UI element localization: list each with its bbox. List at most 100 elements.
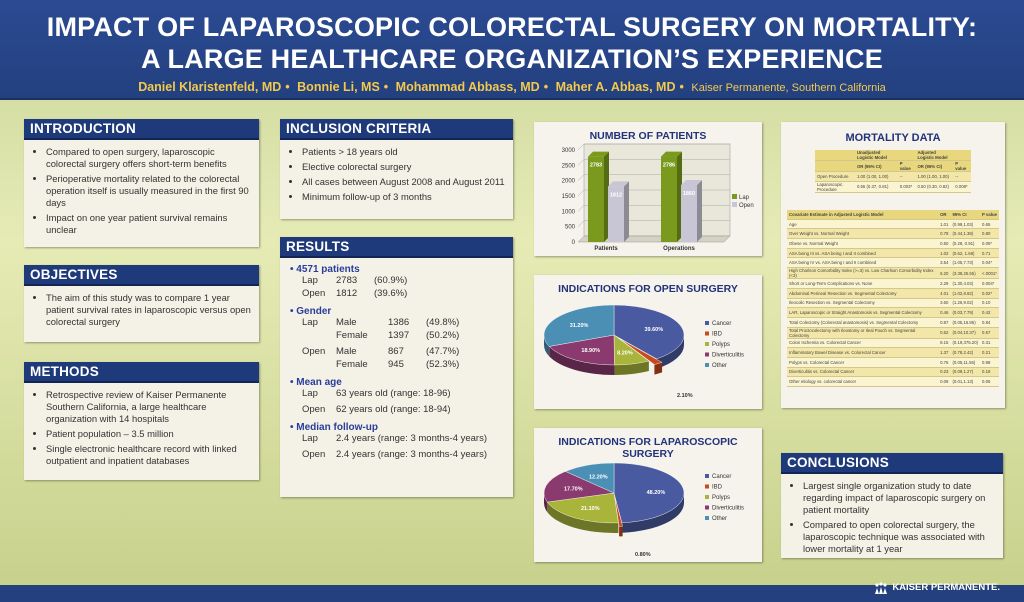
table-row: Unadjusted Logistic Model Adjusted Logist…: [815, 150, 971, 161]
table-cell: 0.18: [980, 367, 999, 378]
pie-slice-diverticulitis: [543, 471, 615, 503]
list-item: Patient population – 3.5 million: [46, 428, 253, 440]
bar-value-label: 1860: [683, 191, 695, 197]
table-cell: (0.28, 0.91): [950, 238, 981, 249]
table-cell: Short or Long-Term Complications vs. Non…: [787, 278, 939, 289]
poster-title-line-1: IMPACT OF LAPAROSCOPIC COLORECTAL SURGER…: [46, 12, 978, 42]
lap-pie-chart: 48.20% 0.80% 21.10% 17.70% 12.20% Cancer IBD Po…: [543, 462, 744, 558]
table-cell: 2.29: [938, 278, 951, 289]
y-tick-label: 2000: [562, 179, 576, 185]
label-open: Open: [302, 346, 326, 357]
legend-swatch: [705, 321, 709, 325]
table-cell: (1.02,8.82): [950, 288, 981, 299]
table-cell: 0.008*: [953, 181, 971, 193]
gridline: [577, 205, 585, 212]
pie-slice-other: [543, 304, 615, 347]
table-cell: (0.99,1.03): [950, 219, 981, 230]
mortality-data-card: MORTALITY DATA Unadjusted Logistic Model…: [781, 122, 1005, 408]
pie-slice-cancer: [613, 462, 685, 524]
table-cell: P value: [980, 210, 999, 220]
table-cell: 0.71: [980, 248, 999, 259]
author: Mohammad Abbass, MD: [395, 80, 540, 94]
bar-value-label: 1812: [610, 192, 622, 198]
legend-swatch: [705, 495, 709, 499]
pie-slice-diverticulitis: [548, 334, 615, 366]
poster-footer: [0, 585, 1024, 602]
objectives-panel: OBJECTIVES The aim of this study was to …: [24, 265, 259, 342]
table-row: Age 1.01 (0.99,1.03) 0.65: [787, 219, 999, 230]
table-cell: Laparoscopic Procedure: [815, 181, 855, 193]
mortality-summary-table: Unadjusted Logistic Model Adjusted Logist…: [815, 150, 971, 193]
table-cell: 0.04*: [980, 257, 999, 269]
table-cell: Other etiology vs. colorectal cancer: [787, 376, 939, 387]
pie-slice-side: [549, 346, 615, 375]
table-cell: 0.21: [980, 347, 999, 358]
legend-label: Diverticulitis: [712, 353, 744, 359]
table-cell: Age: [787, 219, 939, 230]
table-cell: 1.00 (1.00, 1.00): [854, 171, 898, 182]
results-panel: RESULTS 4571 patients Lap 2783 (60.9%) Ope…: [280, 237, 513, 497]
table-row: ASA being IV vs. ASA being I and II comb…: [787, 257, 999, 269]
legend-swatch: [705, 505, 709, 510]
table-cell: (0.04,10.37): [950, 327, 981, 339]
table-cell: (0.05,11.55): [950, 357, 981, 368]
bar-open: [681, 184, 697, 242]
table-cell: OR (95% CI): [915, 160, 954, 172]
x-tick-label: Patients: [594, 246, 618, 252]
footer-brand: KAISER PERMANENTE.: [892, 582, 1000, 593]
table-cell: --: [953, 171, 971, 182]
table-cell: 1.01: [938, 219, 951, 230]
poster-title-line-2: A LARGE HEALTHCARE ORGANIZATION’S EXPERI…: [141, 44, 883, 74]
label-open: Open: [302, 287, 326, 299]
legend-swatch: [705, 516, 709, 520]
table-cell: (0.01,1.13): [950, 376, 981, 387]
table-cell: P value: [953, 160, 971, 172]
table-cell: (3.38,25.55): [950, 267, 981, 280]
bar-value-label: 2786: [663, 163, 675, 169]
methods-heading: METHODS: [24, 362, 259, 383]
legend-label: IBD: [712, 485, 723, 491]
author: Bonnie Li, MS: [297, 80, 380, 94]
table-cell: (1.05,7.73): [950, 257, 981, 269]
table-row: Abdominal Perineal Resection vs. Segment…: [787, 288, 999, 299]
list-item: Minimum follow-up of 3 months: [302, 191, 507, 203]
value: 2783: [336, 275, 358, 286]
list-item: The aim of this study was to compare 1 y…: [46, 292, 253, 328]
legend-swatch: [705, 342, 709, 346]
objectives-list: The aim of this study was to compare 1 y…: [34, 292, 253, 328]
bar-top: [588, 151, 609, 157]
value: 2.4 years (range: 3 months-4 years): [336, 433, 488, 444]
pie-slice-side: [614, 361, 649, 375]
table-cell: 0.78: [938, 228, 951, 240]
table-row: LAR, Laparoscopic or Straight Anastomosi…: [787, 307, 999, 318]
author: Maher A. Abbas, MD: [555, 80, 676, 94]
table-cell: Open Procedure: [815, 171, 855, 182]
table-cell: OR: [938, 210, 951, 220]
table-cell: 0.10: [980, 298, 999, 309]
list-item: Retrospective review of Kaiser Permanent…: [46, 389, 253, 425]
bar-lap: [661, 156, 677, 242]
legend-swatch: [705, 331, 709, 336]
table-cell: 0.004*: [980, 278, 999, 289]
age-heading: Mean age: [290, 377, 505, 388]
bar-top: [661, 151, 682, 157]
label-lap: Lap: [302, 388, 318, 399]
table-cell: (1.30,4.03): [950, 278, 981, 289]
value: 945: [388, 358, 404, 370]
table-row: Other etiology vs. colorectal cancer 0.08…: [787, 376, 999, 387]
legend-label: Polyps: [712, 342, 730, 348]
table-cell: Total Proctocolectomy with Ileostomy or …: [787, 327, 939, 339]
table-cell: Over Weight vs. Normal Weight: [787, 228, 939, 240]
patients-heading: 4571 patients: [290, 264, 505, 275]
table-row: Open Procedure 1.00 (1.00, 1.00) -- 1.00 (1…: [815, 171, 971, 182]
table-cell: 0.02*: [980, 288, 999, 299]
table-cell: (1.26,9.02): [950, 298, 981, 309]
bar-top: [608, 181, 629, 187]
table-cell: (0.03,7.79): [950, 307, 981, 318]
table-cell: [815, 150, 855, 161]
table-cell: (0.78,2.42): [950, 347, 981, 358]
value: 1386: [388, 317, 410, 328]
affiliation: Kaiser Permanente, Southern California: [691, 82, 886, 94]
list-item: Compared to open colorectal surgery, the…: [803, 519, 997, 555]
introduction-list: Compared to open surgery, laparoscopic c…: [34, 146, 253, 236]
